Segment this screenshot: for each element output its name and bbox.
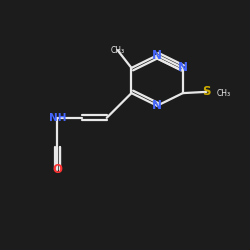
Text: N: N	[178, 62, 188, 74]
Text: S: S	[202, 85, 210, 98]
Text: N: N	[152, 99, 162, 112]
Text: CH₃: CH₃	[111, 46, 125, 55]
Text: NH: NH	[48, 113, 66, 123]
Text: CH₃: CH₃	[216, 88, 231, 98]
Text: N: N	[152, 49, 162, 62]
Text: O: O	[52, 163, 62, 176]
